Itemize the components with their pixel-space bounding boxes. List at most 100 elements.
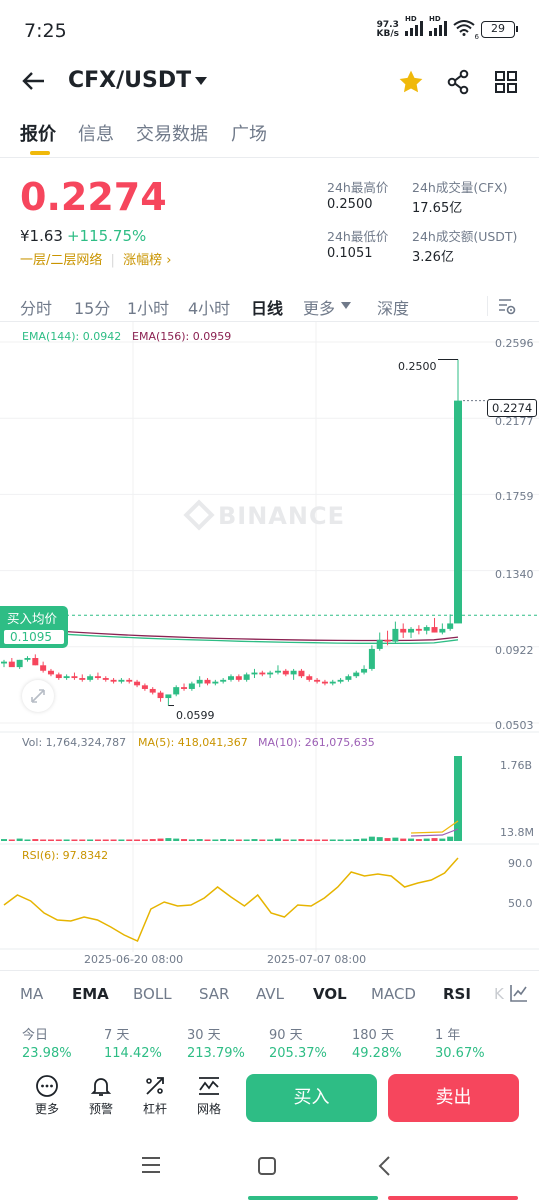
ind-sar[interactable]: SAR — [199, 985, 230, 1003]
candle — [71, 676, 78, 679]
volume-bar — [165, 838, 172, 841]
candle — [251, 672, 258, 675]
candle — [439, 628, 446, 633]
ind-k[interactable]: K — [494, 985, 504, 1003]
candle — [282, 670, 289, 675]
candle — [102, 678, 109, 680]
period-timeline[interactable]: 分时 — [20, 299, 53, 318]
candle — [376, 639, 383, 649]
tab-trading-data[interactable]: 交易数据 — [136, 124, 208, 145]
candle — [314, 679, 321, 682]
leverage-button[interactable]: 杠杆 — [135, 1074, 175, 1117]
price-chart[interactable]: EMA(144): 0.0942 EMA(156): 0.0959 0.2596… — [0, 322, 539, 970]
chart-svg — [0, 322, 539, 952]
period-15m[interactable]: 15分 — [74, 299, 111, 318]
signal-icon-2: HD — [429, 15, 447, 39]
tag-gainers[interactable]: 涨幅榜 — [123, 253, 163, 268]
y-tick-5: 0.0503 — [495, 719, 534, 732]
expand-icon[interactable] — [22, 680, 54, 712]
alert-button[interactable]: 预警 — [81, 1074, 121, 1117]
ind-avl[interactable]: AVL — [256, 985, 284, 1003]
period-4h[interactable]: 4小时 — [188, 299, 231, 318]
caret-down-icon[interactable] — [195, 77, 207, 85]
tag-layer[interactable]: 一层/二层网络 — [20, 253, 103, 268]
sell-button[interactable]: 卖出 — [388, 1074, 519, 1122]
back-arrow-icon[interactable] — [22, 71, 46, 91]
volume-bar — [423, 838, 430, 841]
perf-value: 205.37% — [269, 1046, 327, 1061]
ind-ma[interactable]: MA — [20, 985, 44, 1003]
stat-high-value: 0.2500 — [327, 197, 373, 212]
volume-bar — [228, 839, 234, 841]
volume-bar — [376, 837, 383, 841]
star-icon[interactable] — [398, 69, 424, 95]
buy-button[interactable]: 买入 — [246, 1074, 377, 1122]
candle — [259, 672, 266, 675]
period-1d[interactable]: 日线 — [251, 299, 284, 318]
candle — [361, 668, 368, 673]
perf-label: 7 天 — [104, 1028, 130, 1043]
menu-icon[interactable] — [141, 1156, 161, 1174]
tab-indicator — [30, 151, 50, 155]
rsi-label: RSI(6): 97.8342 — [22, 849, 109, 862]
volume-bar — [87, 839, 94, 841]
signal-icon: HD — [405, 15, 423, 39]
home-icon[interactable] — [257, 1156, 277, 1176]
volume-bar — [55, 839, 62, 841]
price-sub: ¥1.63 +115.75% — [20, 227, 146, 245]
volume-bar — [329, 839, 336, 841]
candle — [329, 681, 336, 684]
y-tick-2: 0.1759 — [495, 490, 534, 503]
share-icon[interactable] — [446, 69, 470, 95]
volume-bar — [392, 837, 399, 841]
ind-macd[interactable]: MACD — [371, 985, 416, 1003]
perf-value: 23.98% — [22, 1046, 72, 1061]
candle — [1, 661, 7, 664]
volume-bar — [290, 839, 297, 841]
grid-button[interactable]: 网格 — [189, 1074, 229, 1117]
ind-boll[interactable]: BOLL — [133, 985, 172, 1003]
indicator-settings-icon[interactable] — [509, 983, 529, 1003]
candle — [400, 628, 407, 633]
period-depth[interactable]: 深度 — [377, 299, 410, 318]
ind-ema[interactable]: EMA — [72, 985, 109, 1003]
volume-bar — [243, 839, 250, 841]
period-more[interactable]: 更多 — [303, 299, 336, 318]
ema156-label: EMA(156): 0.0959 — [132, 330, 232, 343]
candle — [392, 628, 399, 642]
volume-bar — [94, 839, 101, 841]
grid-menu-icon[interactable] — [494, 70, 518, 94]
candle — [337, 679, 344, 682]
volume-bar — [235, 839, 242, 841]
chart-settings-icon[interactable] — [497, 296, 517, 316]
tab-square[interactable]: 广场 — [231, 124, 267, 145]
pair-title[interactable]: CFX/USDT — [68, 68, 192, 93]
ind-vol[interactable]: VOL — [313, 985, 347, 1003]
volume-bar — [196, 839, 203, 841]
volume-bar — [16, 838, 23, 841]
candle — [47, 670, 54, 675]
vol-tick-bottom: 13.8M — [500, 826, 534, 839]
candle — [196, 679, 203, 684]
avg-buy-badge[interactable]: 买入均价 0.1095 — [0, 606, 68, 648]
chevron-right-icon: › — [166, 253, 172, 268]
net-speed: 97.3 KB/s — [376, 19, 399, 39]
period-1h[interactable]: 1小时 — [127, 299, 170, 318]
candle — [321, 681, 328, 684]
tab-info[interactable]: 信息 — [78, 124, 114, 145]
volume-bar — [282, 839, 289, 841]
more-button[interactable]: 更多 — [27, 1074, 67, 1117]
ema144-label: EMA(144): 0.0942 — [22, 330, 122, 343]
vol-ma5-label: MA(5): 418,041,367 — [138, 736, 248, 749]
volume-bar — [337, 839, 344, 841]
leverage-icon — [146, 1077, 164, 1095]
back-icon[interactable] — [377, 1155, 391, 1177]
ind-rsi[interactable]: RSI — [443, 985, 471, 1003]
y-tick-0: 0.2596 — [495, 337, 534, 350]
tab-quote[interactable]: 报价 — [20, 124, 56, 145]
header: CFX/USDT — [0, 60, 539, 105]
stat-vol-value: 17.65亿 — [412, 201, 463, 216]
volume-bar — [353, 839, 360, 841]
main-tabs: 报价 信息 交易数据 广场 — [0, 112, 539, 158]
y-tick-3: 0.1340 — [495, 568, 534, 581]
